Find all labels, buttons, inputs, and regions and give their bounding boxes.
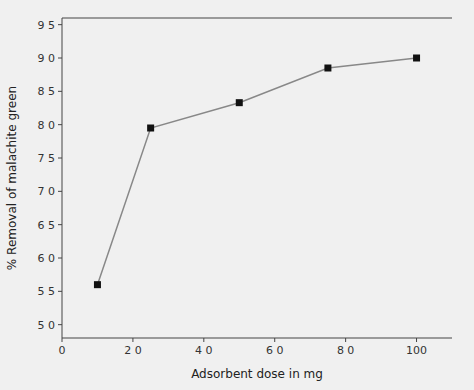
x-axis-label: Adsorbent dose in mg [191, 367, 323, 381]
y-tick [58, 24, 62, 25]
y-tick-label: 5 5 [38, 285, 56, 298]
x-axis-line [62, 338, 452, 339]
chart: 0 2 0 4 0 6 0 8 0 100 5 0 5 5 6 0 6 5 7 0 7 5 8 0 8 5… [0, 0, 474, 390]
y-tick [58, 124, 62, 125]
marker [324, 65, 331, 72]
y-tick [58, 91, 62, 92]
x-tick-label: 4 0 [195, 344, 213, 357]
x-tick [203, 338, 204, 342]
y-tick [58, 191, 62, 192]
y-axis-line [62, 18, 63, 338]
y-tick-label: 8 5 [38, 85, 56, 98]
marker [147, 125, 154, 132]
marker [413, 55, 420, 62]
y-tick [58, 224, 62, 225]
y-tick-label: 6 5 [38, 219, 56, 232]
top-frame-line [62, 18, 452, 19]
y-tick-label: 9 0 [38, 52, 56, 65]
y-tick [58, 258, 62, 259]
x-tick-label: 0 [59, 344, 66, 357]
line [97, 58, 416, 285]
x-tick-label: 100 [406, 344, 427, 357]
y-tick-label: 8 0 [38, 119, 56, 132]
x-tick [62, 338, 63, 342]
x-tick [416, 338, 417, 342]
chart-container: 0 2 0 4 0 6 0 8 0 100 5 0 5 5 6 0 6 5 7 0 7 5 8 0 8 5… [0, 0, 474, 390]
background [0, 0, 474, 390]
y-tick [58, 158, 62, 159]
y-tick-label: 9 5 [38, 19, 56, 32]
x-tick [274, 338, 275, 342]
y-tick-label: 7 5 [38, 152, 56, 165]
y-tick-label: 7 0 [38, 185, 56, 198]
x-tick [345, 338, 346, 342]
y-tick [58, 324, 62, 325]
x-tick-label: 2 0 [124, 344, 142, 357]
plot-area [94, 55, 420, 289]
y-axis-label: % Removal of malachite green [5, 86, 19, 270]
x-tick-label: 6 0 [266, 344, 284, 357]
marker [94, 281, 101, 288]
x-tick-label: 8 0 [337, 344, 355, 357]
y-tick-label: 6 0 [38, 252, 56, 265]
x-tick [132, 338, 133, 342]
y-tick [58, 58, 62, 59]
y-tick [58, 291, 62, 292]
marker [236, 99, 243, 106]
y-tick-label: 5 0 [38, 319, 56, 332]
